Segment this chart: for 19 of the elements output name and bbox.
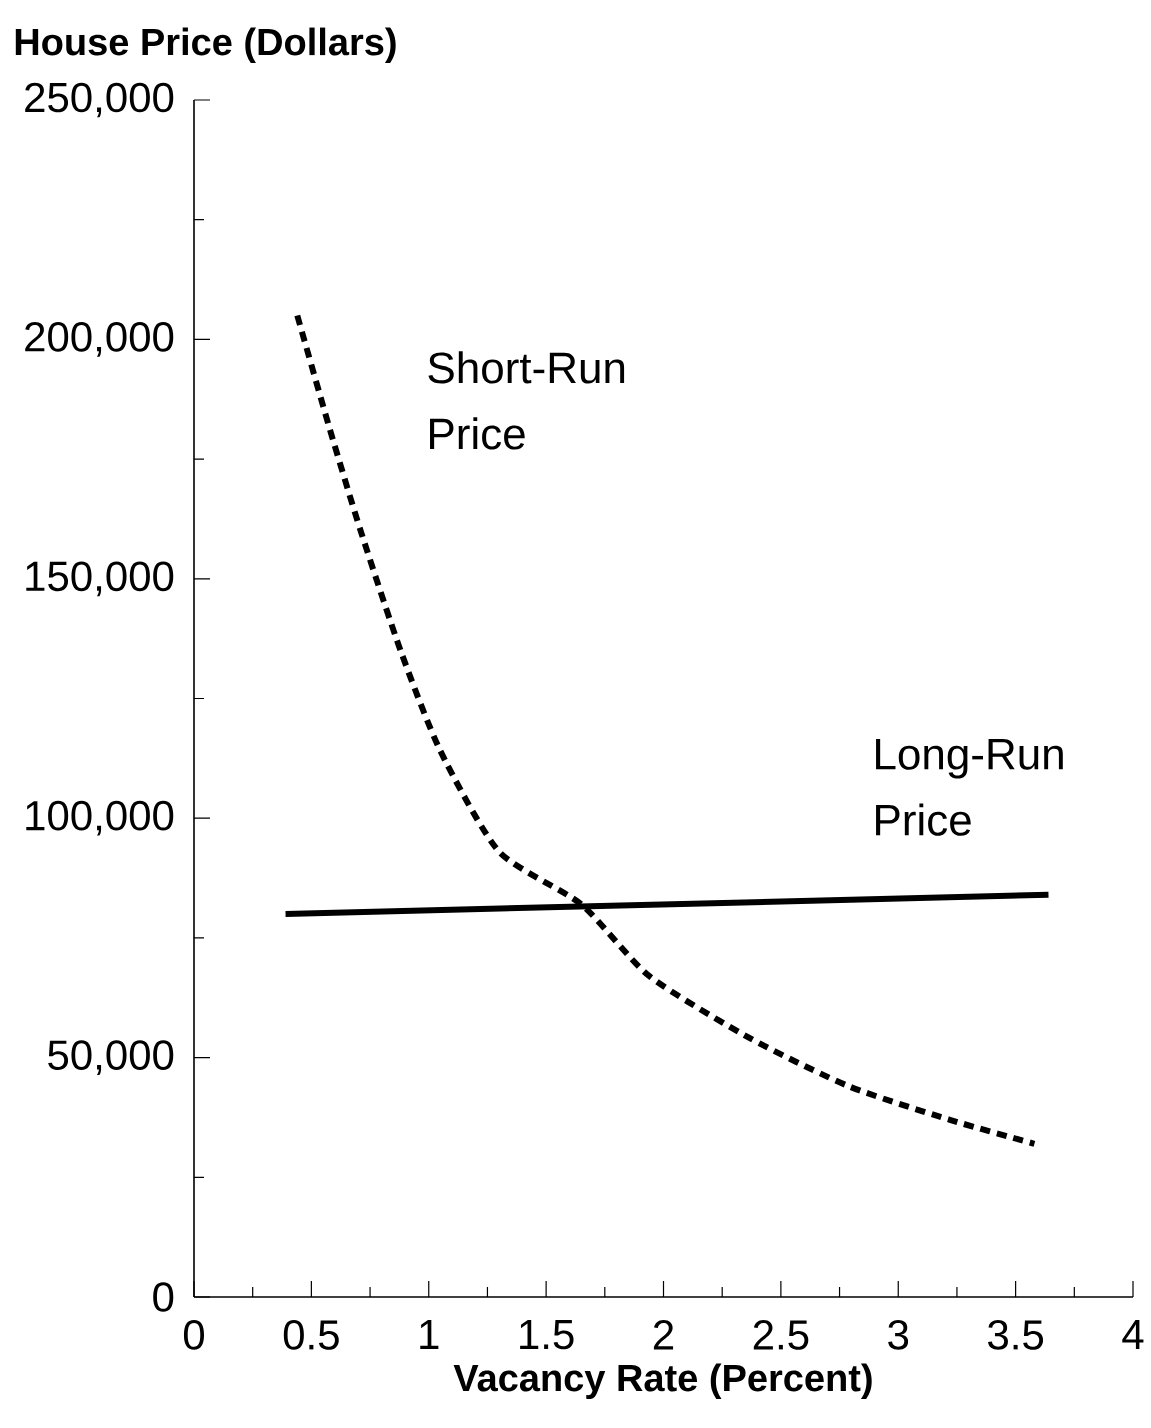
x-axis-title: Vacancy Rate (Percent) — [453, 1363, 872, 1399]
y-tick-label: 200,000 — [25, 322, 174, 357]
x-tick-label: 3 — [888, 1320, 909, 1350]
y-tick-label: 0 — [153, 1282, 174, 1312]
text: Short-Run Price — [428, 351, 625, 450]
x-tick-label: 2.5 — [753, 1320, 809, 1350]
y-tick-label: 50,000 — [48, 1040, 174, 1075]
x-tick-label: 1.5 — [520, 1320, 574, 1350]
x-tick-label: 3.5 — [988, 1320, 1044, 1350]
y-tick-label: 100,000 — [26, 800, 174, 836]
y-tick-label: 150,000 — [26, 561, 174, 597]
x-tick-label: 1 — [420, 1320, 439, 1349]
x-tick-label: 2 — [653, 1320, 674, 1350]
series-label: Long-Run Price — [876, 739, 1063, 836]
y-axis-title: House Price (Dollars) — [15, 27, 396, 63]
x-tick-label: 4 — [1122, 1320, 1144, 1349]
x-tick-label: 0.5 — [283, 1320, 339, 1350]
x-tick-label: 0 — [183, 1320, 205, 1350]
y-tick-label: 250,000 — [25, 82, 174, 118]
